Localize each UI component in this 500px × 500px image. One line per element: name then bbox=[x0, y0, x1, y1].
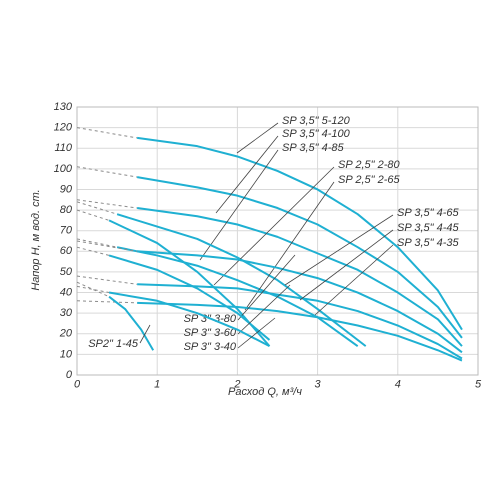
x-tick-label: 5 bbox=[475, 378, 482, 390]
curve-extension bbox=[76, 285, 110, 294]
series-label: SP 3,5" 5-120 bbox=[282, 115, 351, 127]
y-tick-label: 70 bbox=[60, 225, 73, 237]
pump-curve bbox=[136, 176, 463, 339]
pump-curve bbox=[137, 250, 463, 354]
leader-line bbox=[314, 244, 394, 316]
series-label: SP 2,5" 2-65 bbox=[338, 174, 400, 186]
y-axis-label: Напор H, м вод. ст. bbox=[30, 189, 42, 290]
leader-line bbox=[236, 122, 279, 154]
leader-line bbox=[213, 166, 335, 286]
series-label: SP 2,5" 2-80 bbox=[338, 159, 400, 171]
pump-curve bbox=[137, 283, 463, 360]
curve-extension bbox=[76, 238, 118, 248]
y-tick-label: 0 bbox=[66, 369, 73, 381]
series-label: SP2" 1-45 bbox=[88, 338, 139, 350]
leader-line bbox=[139, 324, 151, 344]
leader-line bbox=[284, 214, 394, 286]
curve-extension bbox=[76, 209, 110, 221]
y-tick-label: 80 bbox=[60, 204, 73, 216]
leader-line bbox=[237, 317, 276, 349]
y-tick-label: 20 bbox=[59, 328, 73, 340]
pump-curve bbox=[137, 207, 463, 347]
x-tick-label: 0 bbox=[74, 378, 81, 390]
x-tick-label: 2 bbox=[233, 378, 240, 390]
y-tick-label: 90 bbox=[60, 183, 73, 195]
x-tick-label: 3 bbox=[315, 378, 322, 390]
curve-extension bbox=[76, 240, 138, 252]
curve-extension bbox=[76, 281, 110, 298]
leader-line bbox=[237, 284, 291, 335]
leader-line bbox=[237, 254, 296, 321]
curve-extension bbox=[76, 201, 118, 215]
pump-curve bbox=[108, 291, 270, 348]
y-tick-label: 130 bbox=[54, 101, 73, 113]
series-label: SP 3,5" 4-45 bbox=[397, 222, 459, 234]
x-tick-label: 4 bbox=[395, 378, 401, 390]
leader-line bbox=[299, 229, 394, 301]
pump-curve bbox=[108, 295, 155, 351]
pump-curve bbox=[137, 301, 463, 362]
y-tick-label: 30 bbox=[60, 307, 73, 319]
y-tick-label: 60 bbox=[60, 245, 73, 257]
series-label: SP 3" 3-60 bbox=[184, 327, 237, 339]
y-tick-label: 120 bbox=[54, 122, 73, 134]
curve-extension bbox=[76, 199, 138, 209]
curve-extension bbox=[76, 166, 138, 178]
curve-extension bbox=[76, 127, 138, 139]
curve-extension bbox=[76, 275, 138, 285]
x-axis-label: Расход Q, м³/ч bbox=[228, 386, 302, 398]
series-label: SP 3,5" 4-85 bbox=[282, 142, 344, 154]
y-tick-label: 40 bbox=[60, 286, 73, 298]
y-tick-label: 100 bbox=[54, 163, 73, 175]
pump-curve bbox=[108, 254, 271, 341]
leader-line bbox=[215, 135, 279, 214]
series-label: SP 3" 3-40 bbox=[184, 341, 237, 353]
leader-line bbox=[244, 181, 335, 311]
y-tick-label: 110 bbox=[54, 142, 72, 154]
leader-line bbox=[199, 149, 279, 261]
series-label: SP 3,5" 4-100 bbox=[282, 128, 351, 140]
y-tick-label: 50 bbox=[60, 266, 73, 278]
pump-curve bbox=[137, 136, 463, 331]
y-tick-label: 10 bbox=[60, 348, 73, 360]
pump-curve bbox=[116, 213, 367, 347]
curve-extension bbox=[76, 300, 138, 304]
x-tick-label: 1 bbox=[154, 378, 160, 390]
series-label: SP 3,5" 4-65 bbox=[397, 207, 459, 219]
series-label: SP 3,5" 4-35 bbox=[397, 237, 459, 249]
